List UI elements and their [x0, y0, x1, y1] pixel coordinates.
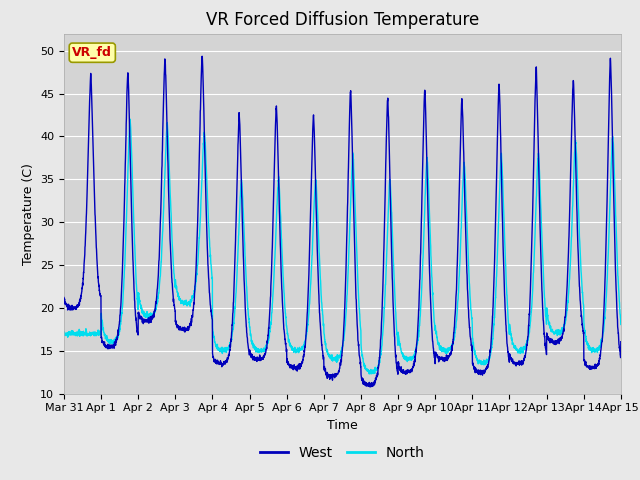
X-axis label: Time: Time — [327, 419, 358, 432]
Y-axis label: Temperature (C): Temperature (C) — [22, 163, 35, 264]
Legend: West, North: West, North — [255, 441, 430, 466]
Title: VR Forced Diffusion Temperature: VR Forced Diffusion Temperature — [206, 11, 479, 29]
Text: VR_fd: VR_fd — [72, 46, 112, 59]
